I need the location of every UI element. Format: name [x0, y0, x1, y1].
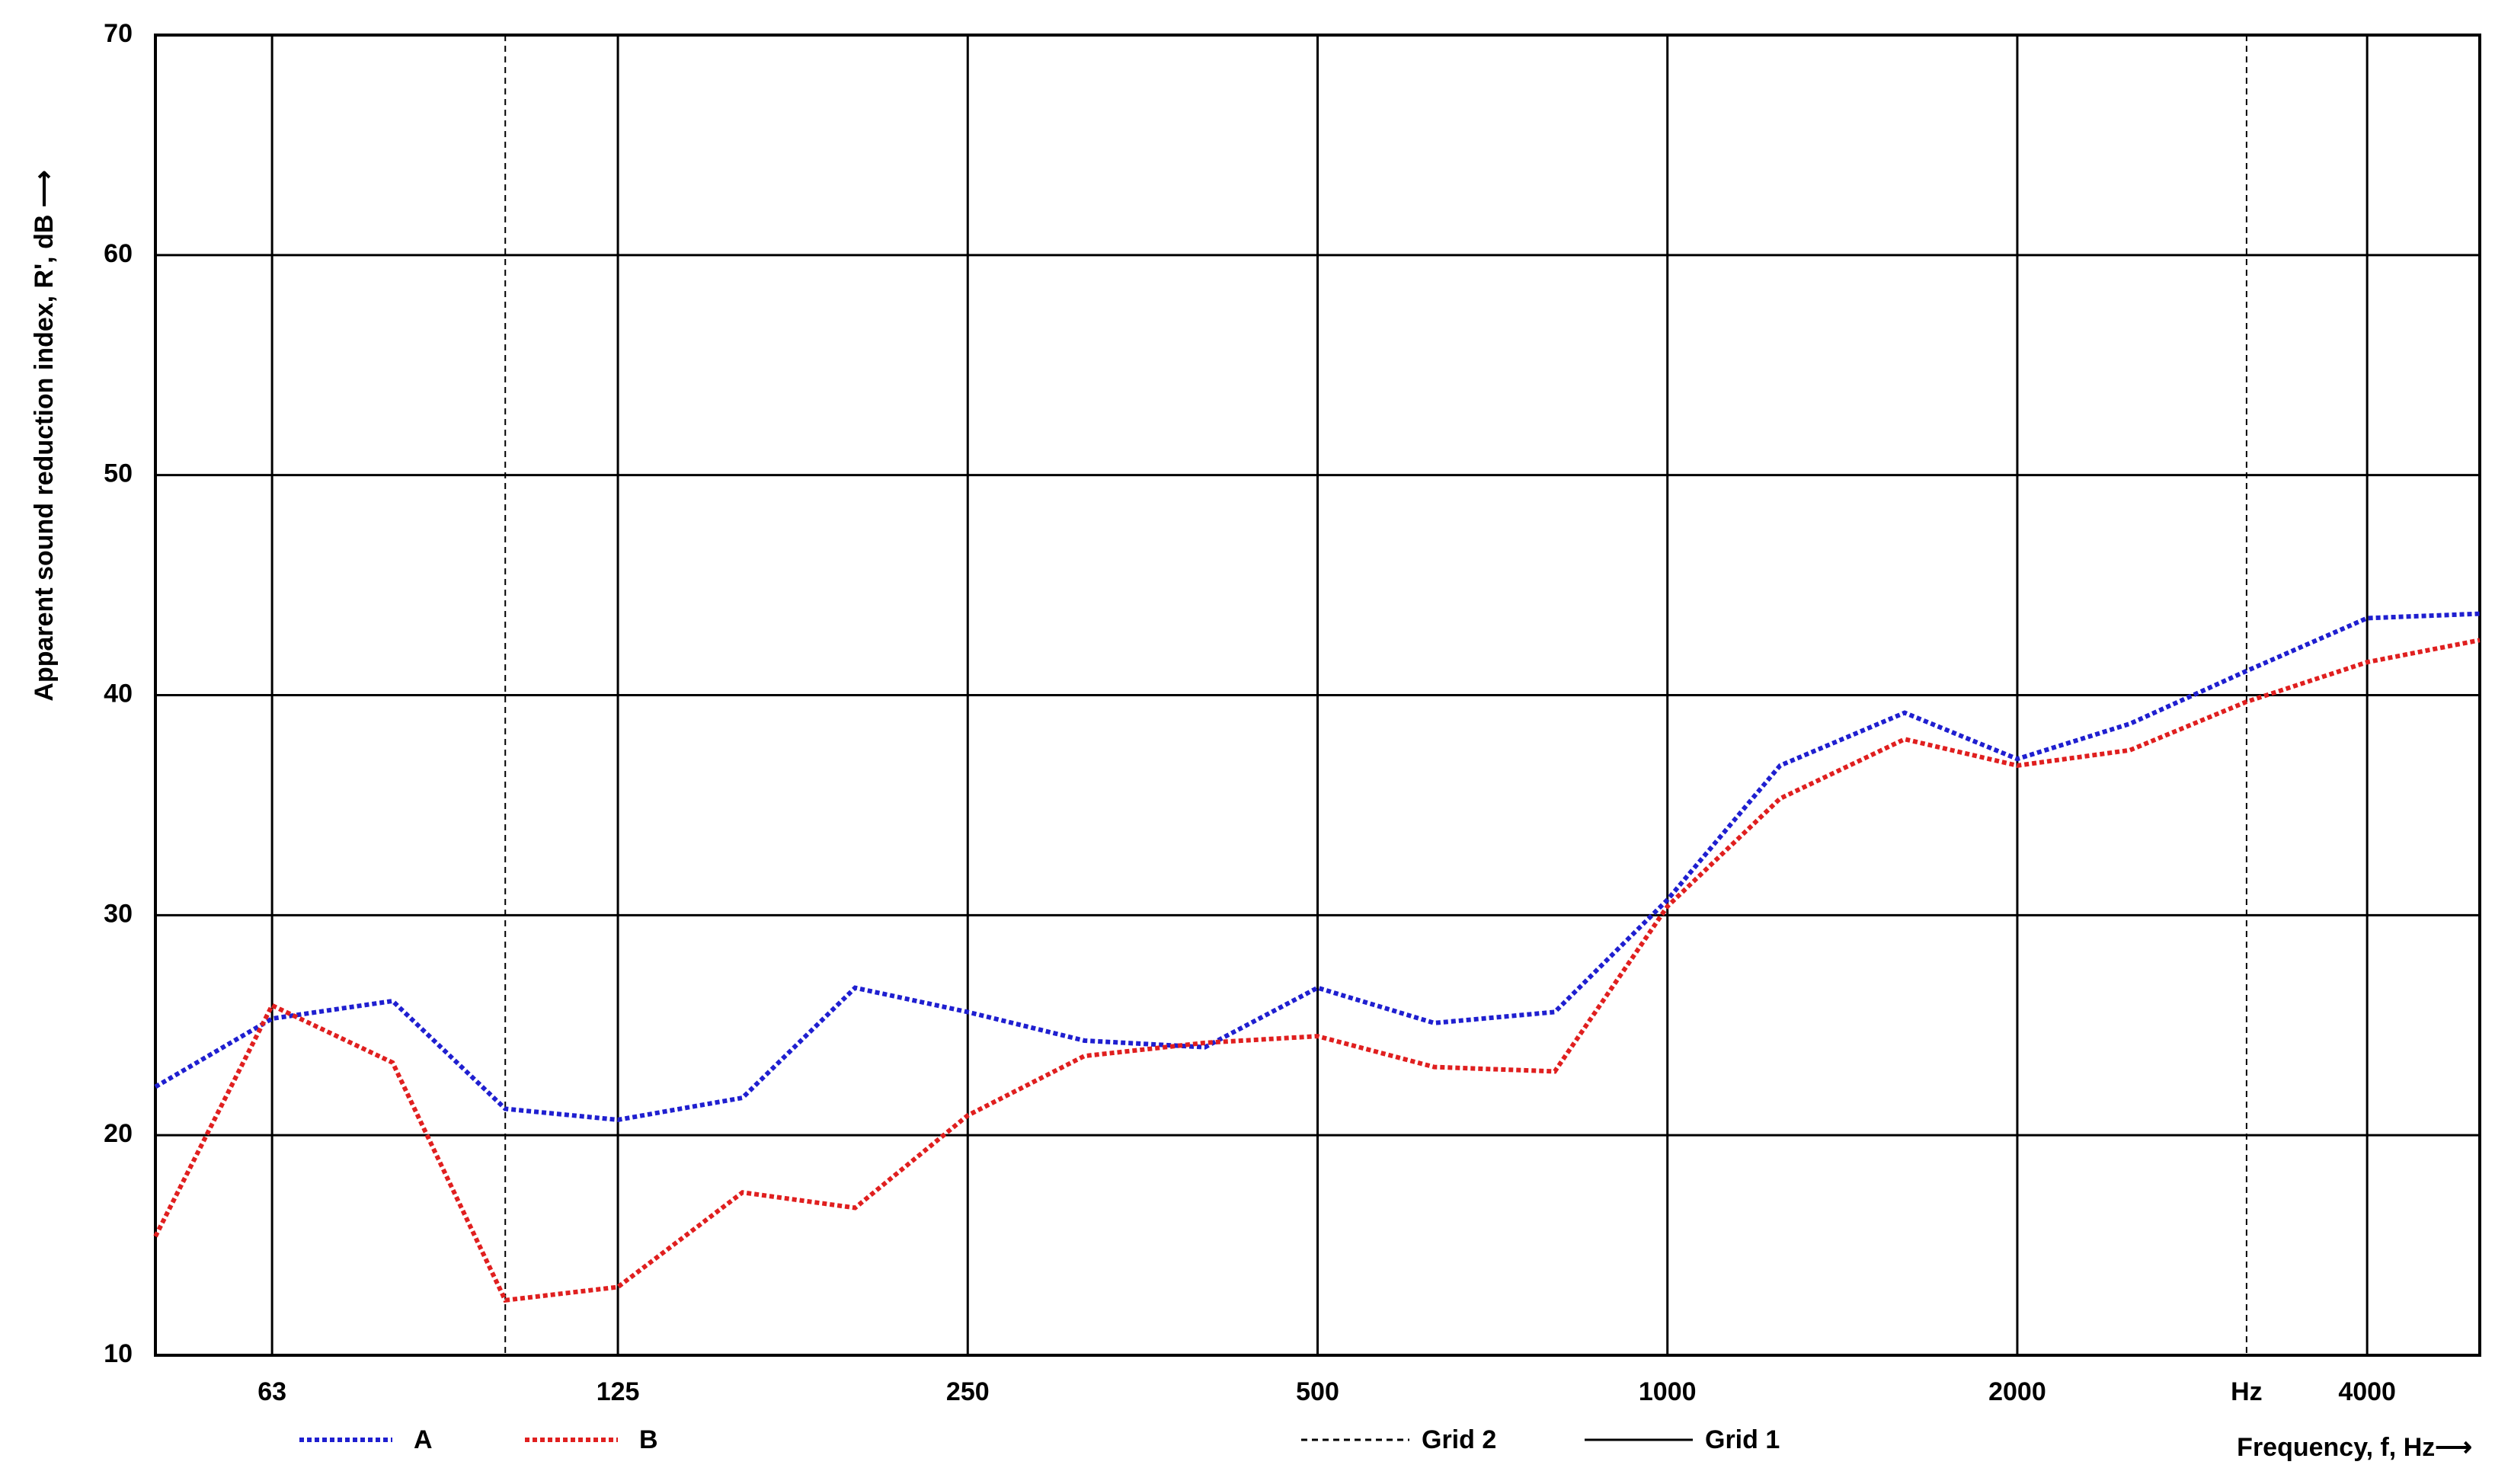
x-tick-label: 250 — [946, 1377, 990, 1406]
legend-label: A — [414, 1425, 433, 1454]
legend-label: B — [639, 1425, 658, 1454]
y-tick-label: 40 — [104, 679, 133, 708]
plot-frame — [154, 34, 2481, 1357]
x-tick-label: 63 — [257, 1377, 286, 1406]
y-tick-label: 50 — [104, 459, 133, 488]
y-tick-label: 20 — [104, 1119, 133, 1148]
legend-label: Grid 1 — [1705, 1425, 1780, 1454]
x-tick-label: 2000 — [1988, 1377, 2046, 1406]
x-tick-label: 1000 — [1639, 1377, 1697, 1406]
y-tick-label: 70 — [104, 19, 133, 48]
x-tick-label: 125 — [597, 1377, 640, 1406]
y-tick-label: 60 — [104, 239, 133, 268]
y-axis-title: Apparent sound reduction index, R', dB ⟶ — [30, 170, 59, 701]
y-tick-label: 30 — [104, 899, 133, 928]
x-axis-title: Frequency, f, Hz⟶ — [2237, 1433, 2472, 1462]
x-tick-label: 4000 — [2338, 1377, 2396, 1406]
data-line — [154, 611, 2481, 1122]
x-tick-label: Hz — [2231, 1377, 2263, 1406]
x-tick-label: 500 — [1296, 1377, 1339, 1406]
legend-label: Grid 2 — [1422, 1425, 1496, 1454]
data-line — [153, 638, 2481, 1303]
y-tick-label: 10 — [104, 1339, 133, 1368]
